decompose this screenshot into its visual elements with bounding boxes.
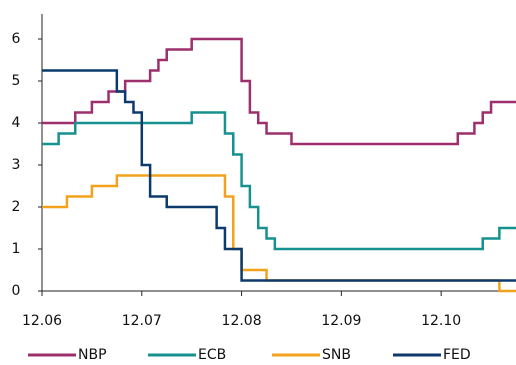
x-tick-label: 12.07 (122, 313, 162, 329)
y-tick-label: 1 (12, 241, 21, 257)
y-tick-label: 0 (12, 283, 21, 299)
legend-label: FED (443, 347, 471, 363)
x-tick-label: 12.09 (321, 313, 361, 329)
legend-label: NBP (78, 347, 107, 363)
y-tick-label: 4 (12, 115, 21, 131)
y-tick-label: 6 (12, 31, 21, 47)
series-line (42, 69, 516, 282)
x-tick-label: 12.06 (22, 313, 62, 329)
legend-label: ECB (198, 347, 226, 363)
series-line (42, 37, 516, 146)
x-tick-label: 12.10 (421, 313, 461, 329)
legend-label: SNB (322, 347, 351, 363)
series-line (42, 111, 516, 251)
series-line (42, 174, 516, 293)
y-tick-label: 3 (12, 157, 21, 173)
x-tick-label: 12.08 (222, 313, 262, 329)
y-tick-label: 2 (12, 199, 21, 215)
y-tick-label: 5 (12, 73, 21, 89)
